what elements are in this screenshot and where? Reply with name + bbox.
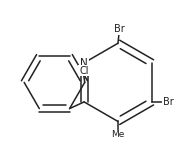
Text: Me: Me xyxy=(111,130,125,139)
Text: Br: Br xyxy=(114,24,124,34)
Text: Cl: Cl xyxy=(79,66,88,76)
Text: Br: Br xyxy=(163,97,174,107)
Text: N: N xyxy=(80,58,88,68)
